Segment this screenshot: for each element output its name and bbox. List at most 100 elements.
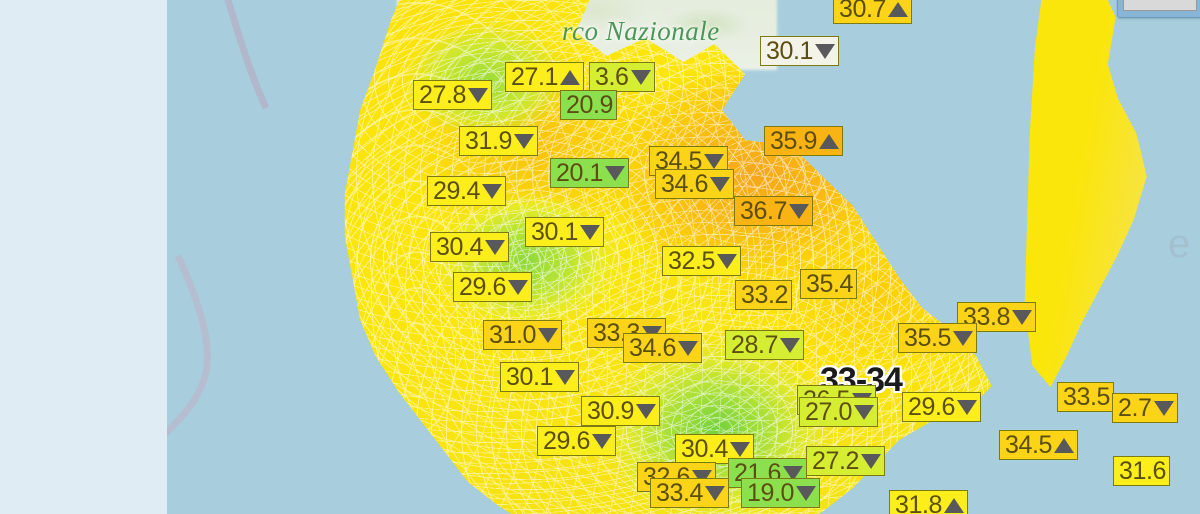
station-temperature-label[interactable]: 30.4	[675, 434, 755, 464]
trend-down-icon	[678, 333, 699, 363]
trend-down-icon	[783, 458, 804, 488]
station-temperature-label[interactable]: 31.9	[459, 126, 539, 156]
station-temperature-label[interactable]: 35.5	[898, 323, 978, 353]
station-value: 20.9	[566, 91, 614, 119]
station-value: 27.1	[511, 63, 559, 91]
station-temperature-label[interactable]: 28.7	[725, 330, 805, 360]
trend-down-icon	[953, 323, 974, 353]
east-place-label-fragment: e	[1168, 222, 1191, 266]
station-value: 27.0	[805, 398, 853, 426]
station-temperature-label[interactable]: 20.9	[560, 90, 618, 120]
station-temperature-label[interactable]: 30.9	[581, 396, 661, 426]
station-temperature-label[interactable]: 29.6	[453, 272, 533, 302]
station-value: 33.4	[656, 479, 704, 507]
station-value: 35.4	[806, 270, 854, 298]
trend-down-icon	[789, 196, 810, 226]
station-value: 27.8	[419, 81, 467, 109]
station-temperature-label[interactable]: 20.1	[550, 158, 630, 188]
station-value: 31.9	[465, 127, 513, 155]
station-value: 31.6	[1119, 457, 1167, 485]
station-value: 29.6	[459, 273, 507, 301]
trend-down-icon	[957, 392, 978, 422]
station-temperature-label[interactable]: 29.4	[427, 176, 507, 206]
station-value: 35.5	[904, 324, 952, 352]
trend-down-icon	[592, 426, 613, 456]
trend-up-icon	[560, 62, 581, 92]
station-value: 31.8	[895, 491, 943, 514]
trend-down-icon	[538, 320, 559, 350]
station-temperature-label[interactable]: 29.6	[537, 426, 617, 456]
station-value: 29.6	[908, 393, 956, 421]
station-temperature-label[interactable]: 2.7	[1112, 393, 1178, 423]
left-side-panel	[0, 0, 167, 514]
station-value: 2.7	[1118, 394, 1152, 422]
station-temperature-label[interactable]: 31.8	[889, 490, 969, 514]
station-value: 33.2	[741, 281, 789, 309]
trend-up-icon	[1054, 430, 1075, 460]
station-temperature-label[interactable]: 30.1	[760, 36, 840, 66]
station-value: 31.0	[489, 321, 537, 349]
trend-down-icon	[580, 217, 601, 247]
station-temperature-label[interactable]: 30.4	[430, 232, 510, 262]
station-value: 34.6	[629, 334, 677, 362]
station-temperature-label[interactable]: 34.6	[655, 169, 735, 199]
station-temperature-label[interactable]: 33.4	[650, 478, 730, 508]
station-temperature-label[interactable]: 35.4	[800, 269, 858, 299]
map-control-widget-inner	[1123, 0, 1197, 11]
station-value: 30.1	[531, 218, 579, 246]
station-value: 30.9	[587, 397, 635, 425]
trend-down-icon	[485, 232, 506, 262]
station-value: 3.6	[595, 63, 629, 91]
station-value: 30.1	[766, 37, 814, 65]
trend-down-icon	[636, 396, 657, 426]
station-temperature-label[interactable]: 33.2	[735, 280, 793, 310]
station-value: 34.5	[1005, 431, 1053, 459]
station-value: 27.2	[812, 447, 860, 475]
station-value: 34.6	[661, 170, 709, 198]
station-temperature-label[interactable]: 33.5	[1057, 382, 1115, 412]
station-value: 36.7	[740, 197, 788, 225]
station-value: 35.9	[770, 127, 818, 155]
station-temperature-label[interactable]: 30.1	[525, 217, 605, 247]
station-temperature-label[interactable]: 27.2	[806, 446, 886, 476]
trend-up-icon	[944, 490, 965, 514]
station-temperature-label[interactable]: 34.6	[623, 333, 703, 363]
national-park-label: rco Nazionale	[562, 16, 720, 46]
maritime-boundary-lines	[167, 0, 1200, 514]
trend-down-icon	[630, 62, 651, 92]
map-viewport[interactable]: rco Nazionale 33-34 30.7 30.1 27.1 3.6 27.8 2…	[167, 0, 1200, 514]
station-temperature-label[interactable]: 29.6	[902, 392, 982, 422]
station-temperature-label[interactable]: 27.1	[505, 62, 585, 92]
station-temperature-label[interactable]: 27.8	[413, 80, 493, 110]
trend-down-icon	[1012, 302, 1033, 332]
station-value: 33.5	[1063, 383, 1111, 411]
station-temperature-label[interactable]: 36.7	[734, 196, 814, 226]
trend-down-icon	[1153, 393, 1174, 423]
station-value: 30.4	[436, 233, 484, 261]
trend-down-icon	[514, 126, 535, 156]
station-temperature-label[interactable]: 3.6	[589, 62, 655, 92]
trend-down-icon	[815, 36, 836, 66]
station-temperature-label[interactable]: 27.0	[799, 397, 879, 427]
station-temperature-label[interactable]: 31.0	[483, 320, 563, 350]
trend-down-icon	[854, 397, 875, 427]
trend-down-icon	[861, 446, 882, 476]
trend-down-icon	[705, 478, 726, 508]
station-value: 30.7	[839, 0, 887, 23]
station-value: 30.1	[506, 363, 554, 391]
map-control-widget[interactable]	[1117, 0, 1200, 18]
trend-down-icon	[796, 478, 817, 508]
station-temperature-label[interactable]: 32.5	[662, 246, 742, 276]
trend-down-icon	[605, 158, 626, 188]
trend-down-icon	[710, 169, 731, 199]
trend-down-icon	[717, 246, 738, 276]
station-temperature-label[interactable]: 30.7	[833, 0, 913, 24]
station-temperature-label[interactable]: 30.1	[500, 362, 580, 392]
station-temperature-label[interactable]: 31.6	[1113, 456, 1171, 486]
station-temperature-label[interactable]: 19.0	[741, 478, 821, 508]
station-temperature-label[interactable]: 34.5	[999, 430, 1079, 460]
station-value: 29.6	[543, 427, 591, 455]
station-value: 19.0	[747, 479, 795, 507]
station-temperature-label[interactable]: 35.9	[764, 126, 844, 156]
trend-down-icon	[704, 146, 725, 176]
